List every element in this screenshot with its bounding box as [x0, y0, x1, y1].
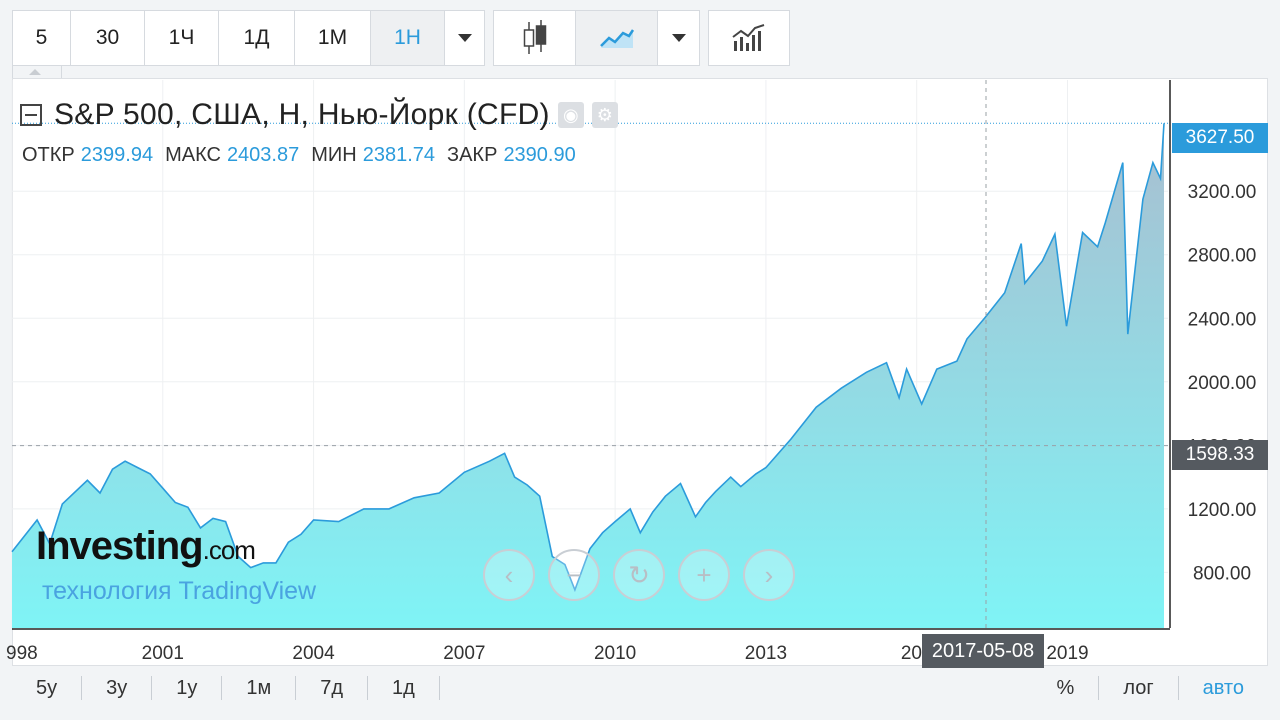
close-label: ЗАКР	[447, 144, 498, 166]
ohlc-values: ОТКР 2399.94 МАКС 2403.87 МИН 2381.74 ЗА…	[22, 144, 582, 167]
cursor-price-tag: 1598.33	[1172, 440, 1268, 470]
y-tick-label: 800.00	[1193, 563, 1251, 584]
cursor-date-tag: 2017-05-08	[922, 634, 1044, 668]
scale-options: % лог авто	[1033, 668, 1268, 708]
area-chart-icon	[599, 29, 634, 48]
x-tick-label: 998	[6, 643, 38, 664]
zoom-out-button[interactable]: −	[548, 549, 600, 601]
range-footer: 5у 3у 1у 1м 7д 1д % лог авто	[12, 668, 1268, 708]
y-tick-label: 2400.00	[1188, 309, 1257, 330]
eye-icon[interactable]: ◉	[557, 102, 584, 128]
chevron-down-icon	[671, 34, 686, 42]
range-1d-button[interactable]: 1д	[368, 676, 440, 700]
range-7d-button[interactable]: 7д	[296, 676, 369, 700]
scroll-right-button[interactable]: ›	[743, 549, 795, 601]
x-tick-label: 2019	[1046, 643, 1088, 664]
y-tick-label: 2800.00	[1188, 246, 1257, 267]
series-area	[12, 123, 1164, 629]
plus-icon: +	[696, 559, 712, 590]
interval-30-button[interactable]: 30	[71, 11, 145, 65]
interval-1h-button[interactable]: 1Ч	[145, 11, 219, 65]
y-tick-label: 2000.00	[1188, 373, 1257, 394]
candlestick-icon	[523, 20, 546, 54]
tradingview-credit: технология TradingView	[42, 577, 317, 605]
price-series	[11, 123, 1165, 629]
low-label: МИН	[311, 144, 357, 166]
chart-legend: S&P 500, США, Н, Нью-Йорк (CFD) ◉ ⚙	[20, 98, 618, 132]
high-label: МАКС	[165, 144, 221, 166]
area-chart-button[interactable]	[576, 11, 658, 65]
watermark: Investing.com технология TradingView	[36, 524, 316, 606]
collapse-arrow-icon[interactable]	[29, 69, 41, 75]
low-value: 2381.74	[362, 144, 436, 166]
series-line	[11, 123, 1165, 593]
instrument-title: S&P 500, США, Н, Нью-Йорк (CFD)	[54, 98, 550, 131]
x-tick-label: 2001	[142, 643, 184, 664]
minus-icon: −	[566, 559, 582, 590]
chevron-down-icon	[457, 34, 472, 42]
brand-suffix: .com	[202, 535, 256, 565]
scale-log-button[interactable]: лог	[1099, 676, 1179, 700]
x-tick-label: 2010	[594, 643, 636, 664]
last-price-tag: 3627.50	[1172, 123, 1268, 153]
indicators-group	[708, 10, 790, 66]
x-tick-label: 2004	[292, 643, 335, 664]
interval-1m-button[interactable]: 1М	[295, 11, 371, 65]
zoom-in-button[interactable]: +	[678, 549, 730, 601]
y-tick-label: 1200.00	[1188, 500, 1257, 521]
chevron-right-icon: ›	[764, 559, 774, 590]
interval-group: 5 30 1Ч 1Д 1М 1Н	[12, 10, 485, 66]
open-value: 2399.94	[80, 144, 154, 166]
chart-type-group	[493, 10, 700, 66]
range-3y-button[interactable]: 3у	[82, 676, 153, 700]
x-axis: 998 2001 2004 2007 2010 2013 201 2019	[6, 628, 1170, 664]
toolbar: 5 30 1Ч 1Д 1М 1Н	[0, 0, 1280, 78]
interval-5-button[interactable]: 5	[13, 11, 71, 65]
range-5y-button[interactable]: 5у	[12, 676, 83, 700]
y-tick-label: 3200.00	[1188, 182, 1257, 203]
candles-button[interactable]	[494, 11, 576, 65]
interval-1w-button[interactable]: 1Н	[371, 11, 445, 65]
gear-icon[interactable]: ⚙	[591, 102, 618, 128]
investing-logo: Investing.com	[36, 524, 316, 569]
x-tick-label: 2007	[443, 643, 485, 664]
high-value: 2403.87	[226, 144, 300, 166]
close-value: 2390.90	[503, 144, 576, 166]
x-tick-label: 2013	[745, 643, 787, 664]
reset-button[interactable]: ↻	[613, 549, 665, 601]
chart-type-dropdown-button[interactable]	[658, 11, 699, 65]
range-1m-button[interactable]: 1м	[222, 676, 297, 700]
scroll-left-button[interactable]: ‹	[483, 549, 535, 601]
brand-name: Investing	[36, 524, 204, 568]
refresh-icon: ↻	[628, 559, 650, 590]
y-axis: 800.001200.001600.002000.002400.002800.0…	[1169, 80, 1257, 628]
open-label: ОТКР	[22, 144, 75, 166]
collapse-legend-icon[interactable]	[20, 104, 42, 126]
crosshair	[12, 80, 1168, 628]
interval-dropdown-button[interactable]	[445, 11, 484, 65]
indicators-icon	[732, 24, 765, 51]
interval-1d-button[interactable]: 1Д	[219, 11, 295, 65]
scale-auto-button[interactable]: авто	[1202, 677, 1244, 699]
chevron-left-icon: ‹	[504, 559, 514, 590]
indicators-button[interactable]	[709, 11, 789, 65]
range-1y-button[interactable]: 1у	[152, 676, 223, 700]
scale-percent-button[interactable]: %	[1033, 676, 1100, 700]
